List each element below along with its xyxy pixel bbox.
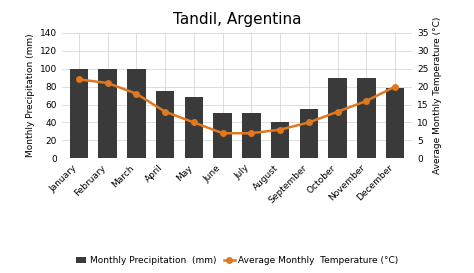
Average Monthly  Temperature (°C) (392, 85, 398, 88)
Bar (184, 97, 203, 158)
Bar (386, 88, 404, 158)
Average Monthly  Temperature (°C) (364, 99, 369, 103)
Bar (213, 114, 232, 158)
Average Monthly  Temperature (°C) (220, 132, 226, 135)
Bar (98, 69, 117, 158)
Average Monthly  Temperature (°C) (277, 128, 283, 131)
Bar (70, 69, 88, 158)
Title: Tandil, Argentina: Tandil, Argentina (173, 13, 301, 27)
Average Monthly  Temperature (°C) (306, 121, 312, 124)
Bar (156, 91, 174, 158)
Average Monthly  Temperature (°C) (162, 110, 168, 113)
Bar (127, 69, 146, 158)
Average Monthly  Temperature (°C) (248, 132, 254, 135)
Bar (328, 78, 347, 158)
Average Monthly  Temperature (°C) (76, 78, 82, 81)
Line: Average Monthly  Temperature (°C): Average Monthly Temperature (°C) (76, 77, 398, 136)
Bar (300, 109, 318, 158)
Y-axis label: Average Monthly Temperature (°C): Average Monthly Temperature (°C) (433, 17, 442, 174)
Legend: Monthly Precipitation  (mm), Average Monthly  Temperature (°C): Monthly Precipitation (mm), Average Mont… (72, 252, 402, 268)
Bar (242, 114, 261, 158)
Average Monthly  Temperature (°C) (335, 110, 340, 113)
Bar (357, 78, 376, 158)
Average Monthly  Temperature (°C) (105, 81, 110, 85)
Y-axis label: Monthly Precipitation (mm): Monthly Precipitation (mm) (27, 34, 36, 157)
Average Monthly  Temperature (°C) (134, 92, 139, 95)
Average Monthly  Temperature (°C) (191, 121, 197, 124)
Bar (271, 123, 290, 158)
